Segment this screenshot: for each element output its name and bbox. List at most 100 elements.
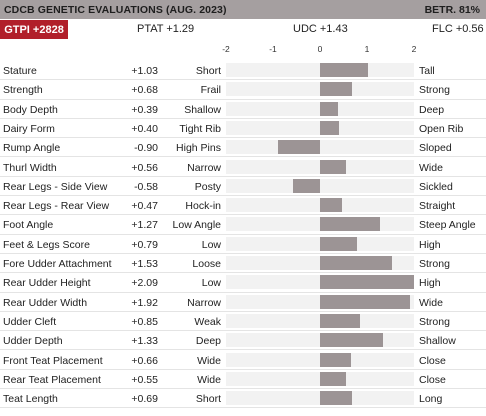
- high-extreme-label: Close: [419, 373, 446, 386]
- trait-row: Body Depth +0.39 Shallow Deep: [0, 100, 486, 119]
- high-extreme-label: Strong: [419, 315, 450, 328]
- trait-value: +1.53: [131, 258, 158, 270]
- trait-row: Rump Angle -0.90 High Pins Sloped: [0, 138, 486, 158]
- high-extreme-label: High: [419, 238, 441, 251]
- trait-row: Feet & Legs Score +0.79 Low High: [0, 235, 486, 254]
- high-extreme-label: High: [419, 277, 441, 290]
- bar-track: [226, 63, 414, 77]
- trait-name: Udder Depth: [3, 335, 63, 348]
- high-extreme-label: Sickled: [419, 180, 453, 193]
- flc-value: FLC +0.56: [432, 23, 484, 35]
- high-extreme-label: Sloped: [419, 142, 452, 155]
- trait-bar: [292, 178, 320, 193]
- trait-row: Rear Teat Placement +0.55 Wide Close: [0, 370, 486, 390]
- low-extreme-label: Shallow: [184, 103, 221, 116]
- low-extreme-label: Weak: [194, 315, 221, 328]
- axis-tick-labels: -2 -1 0 1 2: [0, 44, 486, 60]
- trait-bar: [320, 256, 392, 270]
- low-extreme-label: Wide: [197, 373, 221, 386]
- bar-track: [226, 217, 414, 232]
- low-extreme-label: Tight Rib: [179, 122, 221, 135]
- bar-track: [226, 178, 414, 193]
- low-extreme-label: Wide: [197, 354, 221, 367]
- trait-value: +1.33: [131, 335, 158, 348]
- trait-value: +2.09: [131, 277, 158, 290]
- trait-name: Front Teat Placement: [3, 354, 103, 367]
- trait-row: Udder Cleft +0.85 Weak Strong: [0, 312, 486, 332]
- low-extreme-label: Short: [195, 393, 221, 406]
- trait-bar: [320, 313, 360, 328]
- bar-track: [226, 198, 414, 213]
- trait-name: Rear Udder Width: [3, 296, 88, 309]
- gtpi-badge: GTPI +2828: [0, 20, 68, 39]
- ptat-value: PTAT +1.29: [137, 23, 195, 35]
- bar-track: [226, 352, 414, 367]
- trait-row: Thurl Width +0.56 Narrow Wide: [0, 158, 486, 177]
- trait-name: Udder Cleft: [3, 315, 57, 328]
- trait-value: +0.39: [131, 103, 158, 116]
- bar-track: [226, 333, 414, 348]
- trait-row: Teat Length +0.69 Short Long: [0, 389, 486, 409]
- trait-bar: [320, 217, 380, 232]
- trait-name: Foot Angle: [3, 219, 54, 232]
- high-extreme-label: Open Rib: [419, 122, 464, 135]
- trait-row: Fore Udder Attachment +1.53 Loose Strong: [0, 254, 486, 274]
- high-extreme-label: Straight: [419, 200, 456, 213]
- trait-name: Thurl Width: [3, 161, 57, 174]
- trait-bar: [320, 159, 347, 174]
- trait-value: +0.56: [131, 161, 158, 174]
- trait-bar: [320, 198, 343, 213]
- low-extreme-label: Hock-in: [185, 200, 221, 213]
- high-extreme-label: Tall: [419, 65, 435, 77]
- bar-track: [226, 159, 414, 174]
- trait-bar: [320, 294, 411, 309]
- trait-value: +1.92: [131, 296, 158, 309]
- trait-value: +1.27: [131, 219, 158, 232]
- reliability-label: BETR. 81%: [424, 3, 480, 16]
- trait-name: Fore Udder Attachment: [3, 258, 112, 270]
- trait-name: Teat Length: [3, 393, 58, 406]
- bar-track: [226, 236, 414, 251]
- trait-value: +0.66: [131, 354, 158, 367]
- low-extreme-label: Short: [195, 65, 221, 77]
- trait-bar: [320, 101, 339, 116]
- high-extreme-label: Deep: [419, 103, 445, 116]
- low-extreme-label: Frail: [200, 84, 221, 97]
- trait-name: Stature: [3, 65, 37, 77]
- low-extreme-label: Low: [201, 277, 221, 290]
- trait-bar: [320, 82, 352, 97]
- trait-value: +0.68: [131, 84, 158, 97]
- low-extreme-label: Deep: [195, 335, 221, 348]
- high-extreme-label: Strong: [419, 258, 450, 270]
- trait-row: Udder Depth +1.33 Deep Shallow: [0, 331, 486, 351]
- trait-value: +0.79: [131, 238, 158, 251]
- trait-name: Rear Teat Placement: [3, 373, 101, 386]
- high-extreme-label: Wide: [419, 296, 443, 309]
- trait-value: +0.40: [131, 122, 158, 135]
- trait-bar: [320, 120, 339, 135]
- summary-row: GTPI +2828 PTAT +1.29 UDC +1.43 FLC +0.5…: [0, 20, 486, 39]
- bar-track: [226, 294, 414, 309]
- trait-bar: [320, 352, 352, 367]
- bar-track: [226, 140, 414, 155]
- axis-tick-label: 1: [364, 44, 370, 54]
- bar-track: [226, 256, 414, 270]
- bar-track: [226, 82, 414, 97]
- trait-bar: [320, 371, 346, 386]
- axis-tick-label: -2: [222, 44, 230, 54]
- bar-track: [226, 275, 414, 290]
- trait-row: Foot Angle +1.27 Low Angle Steep Angle: [0, 215, 486, 235]
- axis-tick-label: -1: [269, 44, 277, 54]
- low-extreme-label: Low: [201, 238, 221, 251]
- trait-row: Stature +1.03 Short Tall: [0, 61, 486, 81]
- trait-row: Rear Udder Height +2.09 Low High: [0, 273, 486, 293]
- axis-tick-label: 2: [411, 44, 417, 54]
- bar-track: [226, 371, 414, 386]
- trait-name: Rear Legs - Side View: [3, 180, 108, 193]
- high-extreme-label: Steep Angle: [419, 219, 476, 232]
- trait-value: -0.90: [134, 142, 158, 155]
- trait-row: Rear Legs - Rear View +0.47 Hock-in Straigh…: [0, 196, 486, 216]
- low-extreme-label: High Pins: [176, 142, 221, 155]
- trait-bar: [277, 140, 320, 155]
- trait-name: Feet & Legs Score: [3, 238, 90, 251]
